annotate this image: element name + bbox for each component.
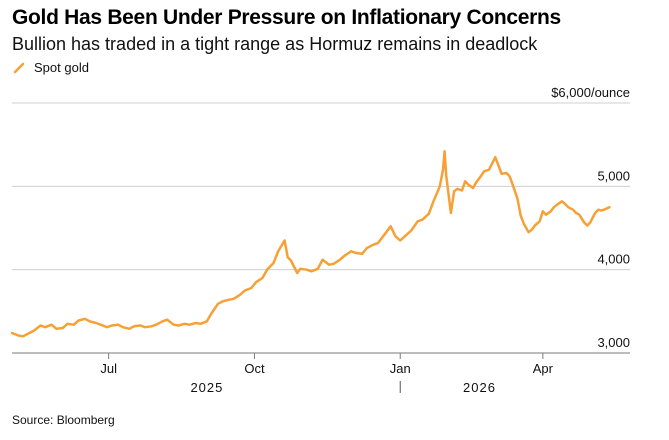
source-note: Source: Bloomberg — [12, 413, 115, 427]
legend: Spot gold — [12, 60, 89, 75]
year-label-2026: 2026 — [463, 380, 496, 395]
y-tick-label-5000: 5,000 — [597, 168, 630, 183]
y-tick-label-4000: 4,000 — [597, 252, 630, 267]
y-axis-unit-label: $6,000/ounce — [551, 85, 630, 100]
year-label-2025: 2025 — [190, 380, 223, 395]
y-tick-label-3000: 3,000 — [597, 335, 630, 350]
chart-title: Gold Has Been Under Pressure on Inflatio… — [12, 6, 561, 29]
x-tick-label-apr: Apr — [533, 361, 554, 376]
x-tick-label-jan: Jan — [390, 361, 411, 376]
chart-subtitle: Bullion has traded in a tight range as H… — [12, 34, 538, 54]
x-tick-label-oct: Oct — [244, 361, 265, 376]
legend-label: Spot gold — [34, 60, 89, 75]
series-line-0 — [10, 150, 611, 338]
x-tick-label-jul: Jul — [100, 361, 117, 376]
legend-swatch-icon — [13, 62, 25, 73]
